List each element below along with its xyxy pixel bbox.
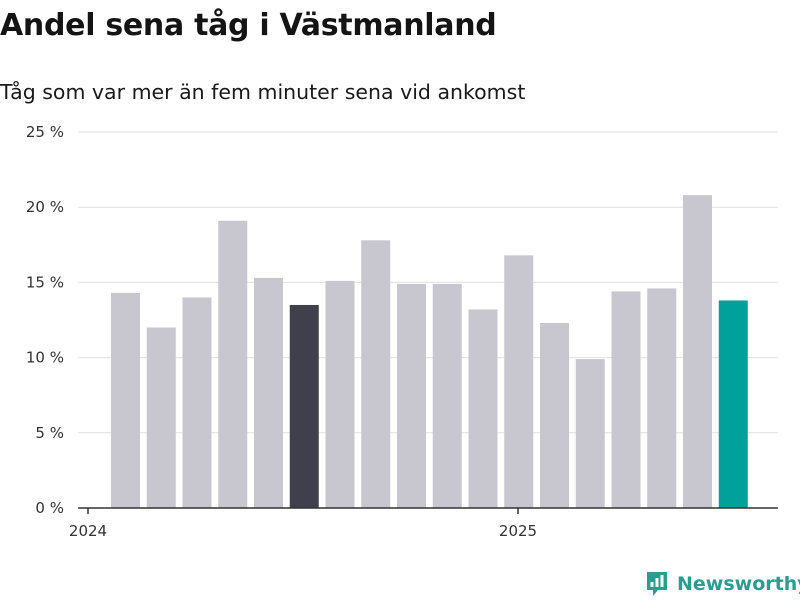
chart-title: Andel sena tåg i Västmanland (0, 8, 497, 43)
bar-chart: 0 % 5 % 10 % 15 % 20 % 25 % 2024 2025 (26, 123, 778, 540)
bar-2024-02 (146, 327, 176, 508)
bar-2024-08 (361, 240, 391, 509)
bar-2024-05 (254, 277, 283, 508)
bar-2024-07 (325, 280, 355, 508)
x-axis-ticks: 2024 2025 (69, 508, 537, 540)
y-tick-label: 5 % (35, 424, 64, 442)
bar-2024-10 (432, 283, 462, 508)
bar-2024-09 (397, 283, 426, 508)
bar-2024-01 (111, 292, 140, 508)
bar-2024-06 (289, 304, 319, 508)
newsworthy-brand[interactable]: Newsworthy (645, 568, 800, 600)
y-tick-label: 20 % (26, 198, 64, 216)
brand-name: Newsworthy (677, 573, 800, 595)
bar-2025-05 (683, 195, 712, 509)
bar-2025-01 (540, 323, 569, 508)
bar-2024-11 (468, 309, 498, 508)
y-tick-label: 25 % (26, 123, 64, 141)
bar-2025-02 (575, 359, 605, 508)
y-tick-label: 0 % (35, 499, 64, 517)
y-tick-label: 10 % (26, 349, 64, 367)
y-axis-ticks: 0 % 5 % 10 % 15 % 20 % 25 % (26, 123, 64, 517)
bar-2024-12 (504, 255, 534, 508)
bar-2025-06 (718, 300, 748, 508)
bars (111, 195, 748, 509)
newsworthy-chart-logo-icon (647, 572, 667, 596)
x-tick-label: 2025 (499, 522, 537, 540)
bar-2025-04 (647, 288, 677, 508)
bar-2024-04 (218, 220, 248, 508)
bar-2025-03 (611, 291, 641, 508)
bar-2024-03 (182, 297, 212, 508)
y-tick-label: 15 % (26, 273, 64, 291)
chart-subtitle: Tåg som var mer än fem minuter sena vid … (0, 80, 526, 104)
x-tick-label: 2024 (69, 522, 107, 540)
